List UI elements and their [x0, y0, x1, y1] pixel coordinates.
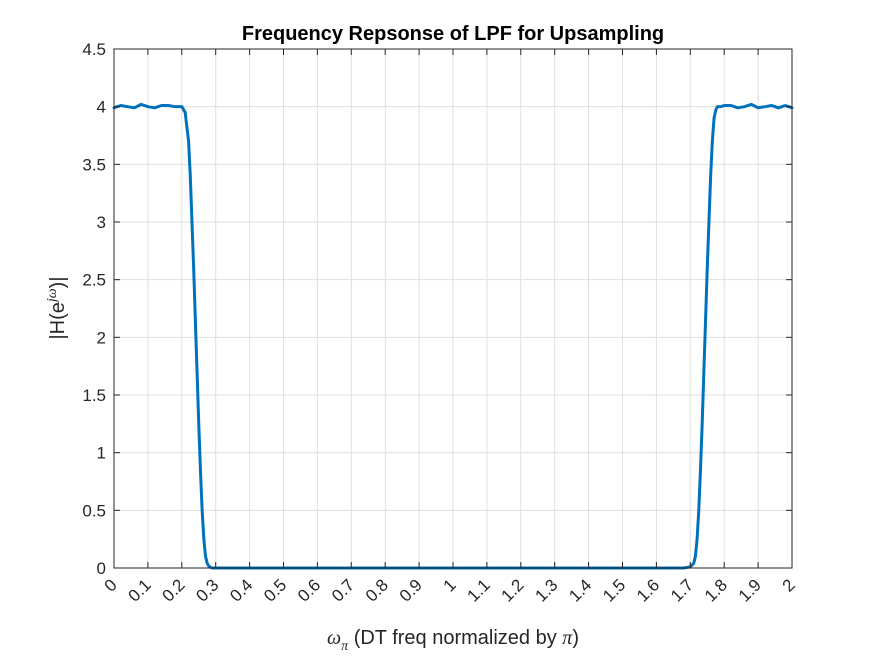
y-tick-label: 2.5 [82, 271, 106, 290]
y-tick-label: 0.5 [82, 501, 106, 520]
y-tick-label: 2 [97, 328, 106, 347]
y-label-suffix: )| [47, 276, 69, 288]
x-label-pi-subscript: π [341, 639, 349, 654]
y-label-prefix: |H(e [47, 302, 69, 339]
chart-title: Frequency Repsonse of LPF for Upsampling [242, 23, 664, 45]
y-tick-label: 1 [97, 444, 106, 463]
x-label-close: ) [572, 627, 579, 649]
y-tick-label: 0 [97, 559, 106, 578]
y-tick-label: 1.5 [82, 386, 106, 405]
x-label-pi: π [562, 627, 573, 649]
y-tick-label: 3.5 [82, 155, 106, 174]
y-axis-label: |H(ejω)| [45, 276, 69, 339]
x-label-text: (DT freq normalized by [348, 627, 562, 649]
ticks [113, 48, 793, 569]
x-label-omega: ω [327, 627, 341, 649]
x-axis-label: ωπ (DT freq normalized by π) [327, 627, 579, 654]
grid [113, 48, 793, 569]
y-tick-label: 4.5 [82, 40, 106, 59]
y-tick-label: 4 [97, 98, 106, 117]
y-tick-label: 3 [97, 213, 106, 232]
y-label-superscript: jω [45, 288, 60, 304]
y-tick-labels: 0 0.5 1 1.5 2 2.5 3 3.5 4 4.5 [82, 40, 106, 578]
